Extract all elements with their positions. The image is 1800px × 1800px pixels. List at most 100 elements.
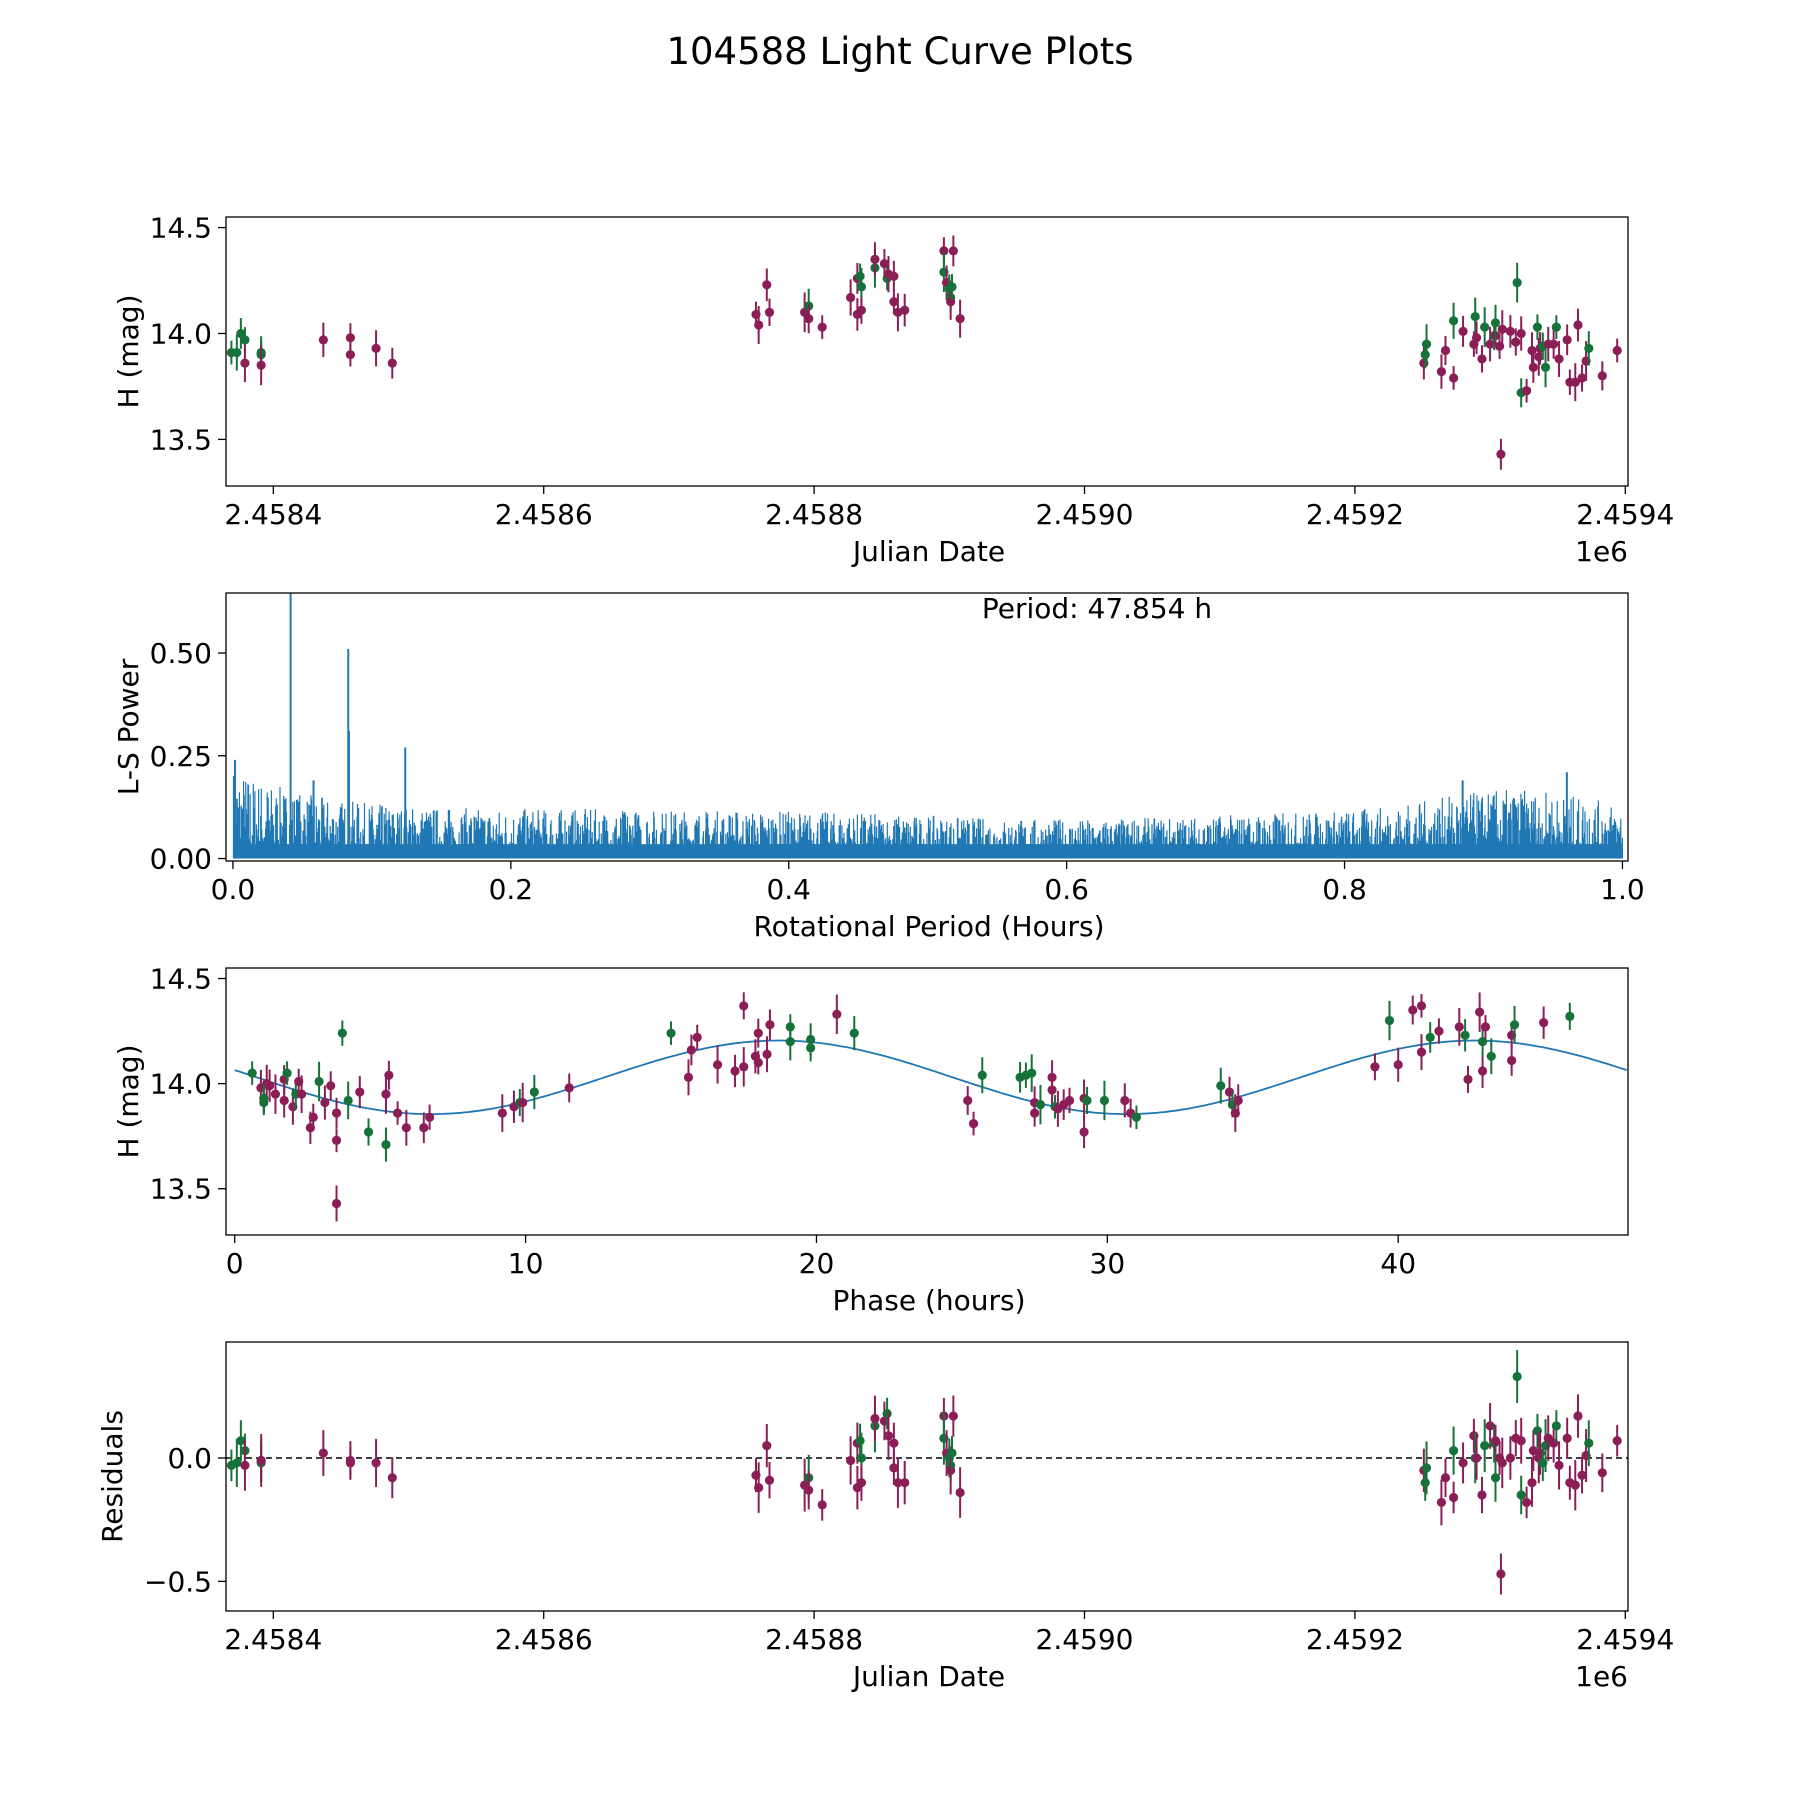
data-point — [518, 1097, 528, 1108]
data-point — [762, 1441, 772, 1451]
data-point — [1577, 1470, 1587, 1480]
data-point — [963, 1095, 973, 1106]
data-point — [893, 1478, 903, 1488]
model-fit-curve — [234, 1039, 1627, 1115]
data-point — [529, 1087, 539, 1097]
x-tick-label: 2.4588 — [765, 498, 863, 531]
data-point — [947, 1448, 957, 1458]
x-tick-label: 20 — [799, 1247, 835, 1280]
data-point — [1370, 1062, 1380, 1072]
data-point — [1490, 1436, 1501, 1446]
data-point — [762, 1049, 772, 1059]
data-point — [1475, 1007, 1485, 1017]
data-point — [856, 305, 867, 315]
data-point — [879, 258, 890, 269]
data-point — [1485, 1421, 1495, 1431]
data-point — [265, 1081, 275, 1091]
data-point — [1079, 1127, 1089, 1137]
data-point — [1490, 1473, 1501, 1483]
data-point — [1460, 1030, 1470, 1040]
data-point — [1577, 373, 1587, 383]
data-point — [1516, 328, 1526, 339]
data-point — [739, 1062, 749, 1072]
x-tick-label: 2.4584 — [224, 498, 322, 531]
data-point — [1532, 322, 1543, 332]
data-point — [939, 246, 949, 256]
y-tick-label: 14.5 — [150, 963, 212, 996]
data-point — [1496, 1569, 1506, 1579]
data-point — [1233, 1095, 1243, 1106]
data-point — [846, 1455, 856, 1466]
x-axis-label: Julian Date — [851, 535, 1005, 568]
data-point — [1047, 1085, 1057, 1095]
data-point — [968, 1118, 979, 1129]
y-axis-label: Residuals — [96, 1410, 129, 1543]
data-point — [270, 1089, 281, 1099]
data-point — [1099, 1095, 1110, 1106]
axes-frame — [225, 967, 1629, 1236]
data-point — [1471, 333, 1482, 343]
data-point — [387, 358, 397, 368]
data-point — [1612, 1436, 1622, 1446]
figure-title: 104588 Light Curve Plots — [666, 30, 1134, 73]
data-point — [785, 1036, 795, 1047]
data-point — [1064, 1095, 1075, 1106]
data-point — [692, 1032, 702, 1042]
data-point — [900, 1478, 910, 1488]
data-point — [817, 1500, 827, 1510]
data-point — [832, 1009, 842, 1019]
y-tick-label: 13.5 — [150, 423, 212, 456]
data-point — [1440, 1473, 1451, 1483]
axes-frame — [225, 216, 1629, 487]
data-point — [889, 297, 899, 307]
panel-periodogram: 0.0 0.2 0.4 0.6 0.8 1.0 0.00 0.25 0.50 Rotational… — [112, 592, 1645, 943]
data-point — [308, 1112, 318, 1122]
data-point — [856, 1453, 867, 1463]
data-point — [753, 1028, 763, 1038]
data-point — [497, 1108, 507, 1118]
panel-phased: 0 10 20 30 40 13.5 14.0 14.5 Phase (hours) H (mag… — [112, 963, 1629, 1317]
data-point — [882, 1408, 892, 1419]
data-point — [855, 1436, 865, 1446]
data-point — [1570, 377, 1580, 387]
data-point — [1551, 1421, 1561, 1431]
data-point — [1551, 322, 1561, 332]
data-point — [345, 350, 355, 360]
data-point — [1471, 1453, 1482, 1463]
data-point — [1393, 1060, 1403, 1070]
data-point — [331, 1135, 342, 1145]
x-tick-label: 40 — [1380, 1247, 1416, 1280]
data-point — [1421, 339, 1432, 349]
x-tick-label: 2.4588 — [765, 1623, 863, 1656]
x-tick-label: 2.4590 — [1036, 1623, 1134, 1656]
data-point — [1448, 316, 1459, 326]
data-point — [946, 1465, 956, 1475]
data-point — [883, 1431, 894, 1441]
data-point — [804, 1485, 814, 1495]
data-point — [1485, 339, 1495, 349]
data-point — [1477, 1036, 1488, 1047]
data-point — [764, 307, 775, 317]
data-point — [900, 305, 910, 315]
x-tick-label: 2.4592 — [1306, 1623, 1404, 1656]
y-tick-label: 0.50 — [150, 637, 212, 670]
data-point — [1573, 320, 1583, 330]
x-tick-label: 2.4590 — [1036, 498, 1134, 531]
data-point — [754, 320, 764, 330]
data-point — [387, 1473, 397, 1483]
y-tick-label: 14.0 — [150, 1068, 212, 1101]
data-point — [1030, 1108, 1040, 1118]
data-point — [870, 1413, 880, 1424]
data-point — [1512, 278, 1522, 288]
data-point — [856, 1478, 867, 1488]
data-point — [425, 1112, 435, 1122]
data-point — [1490, 318, 1501, 328]
data-point — [371, 343, 381, 353]
data-point — [1549, 339, 1559, 349]
data-point — [1497, 1458, 1507, 1468]
y-axis-label: H (mag) — [112, 1044, 145, 1158]
y-axis-label: L-S Power — [112, 658, 145, 795]
data-point — [343, 1095, 353, 1106]
